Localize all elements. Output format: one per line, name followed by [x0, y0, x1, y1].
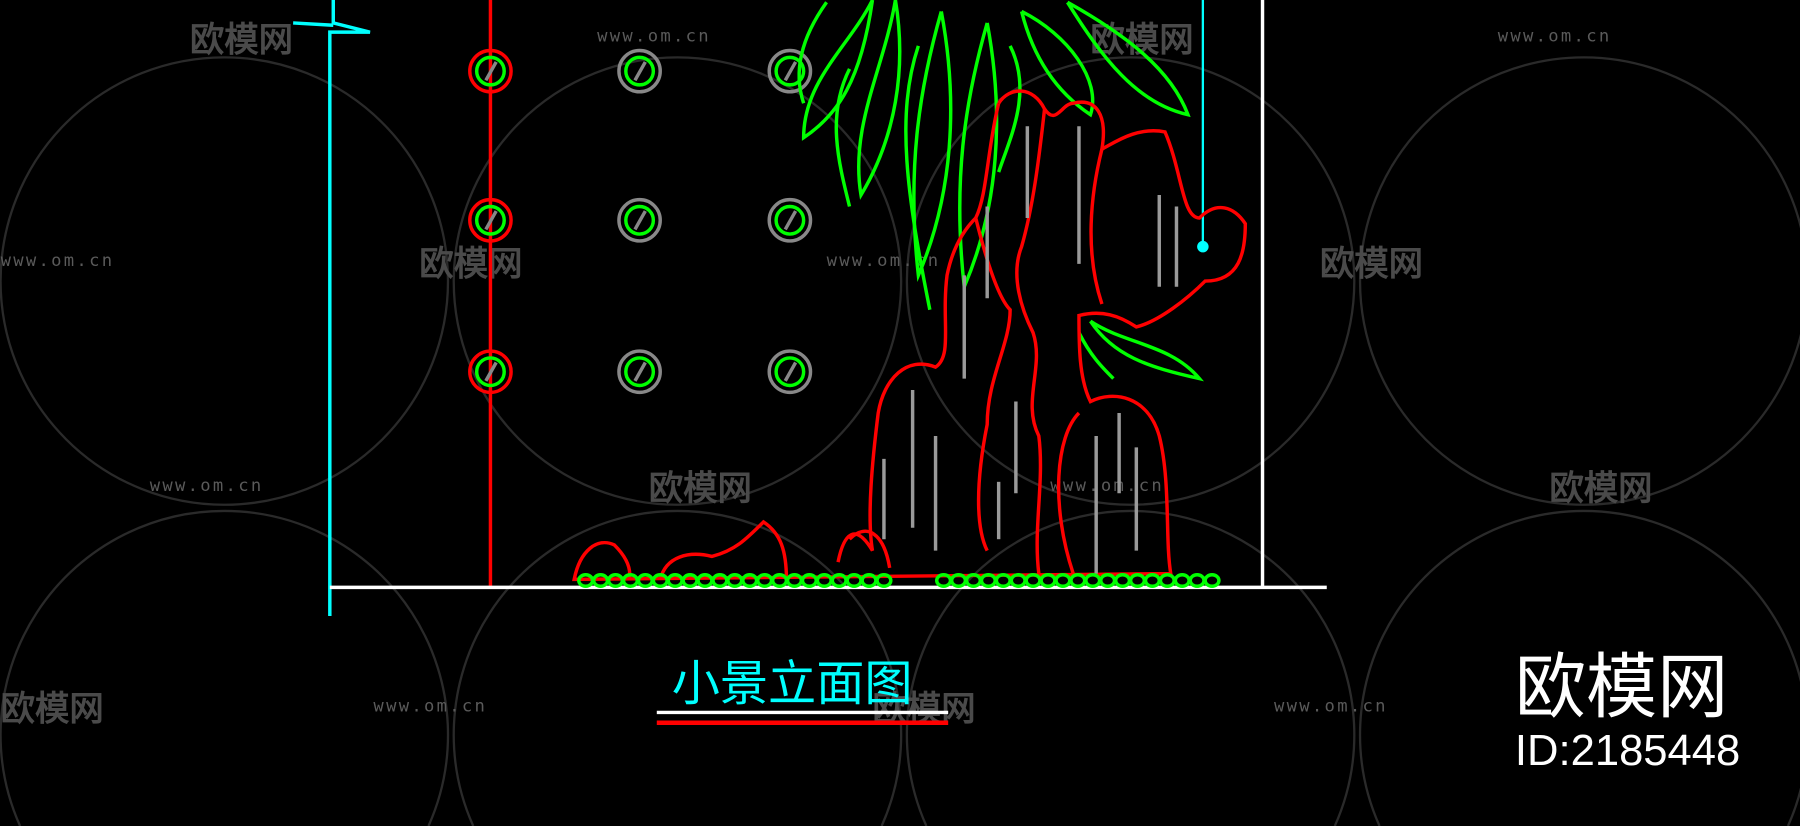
rock-texture — [882, 126, 1179, 574]
hole-mark — [633, 361, 647, 382]
hole-outer-ring — [468, 197, 513, 243]
hole-mark — [783, 210, 798, 231]
shrub — [1084, 573, 1102, 588]
wall-holes — [468, 48, 813, 395]
hole-inner-ring — [624, 204, 656, 236]
hole-inner-ring — [774, 356, 806, 388]
hole-inner-ring — [474, 356, 506, 388]
shrub — [636, 573, 654, 588]
plant-leaves — [797, 0, 1204, 382]
hole-inner-ring — [474, 204, 506, 236]
watermark-logo: 欧模网 — [419, 244, 522, 284]
shrub — [1173, 573, 1191, 588]
hole-outer-ring — [617, 349, 662, 395]
shrub — [1188, 573, 1206, 588]
shrub — [875, 573, 893, 588]
shrub — [1203, 573, 1221, 588]
hole-mark — [484, 61, 498, 82]
hole-mark — [783, 361, 798, 382]
hole-outer-ring — [468, 48, 513, 94]
watermark-site: www.om.cn — [1, 251, 115, 271]
watermark-texts: www.om.cn www.om.cn www.om.cn www.om.cn … — [1, 21, 1653, 730]
shrub — [1113, 573, 1132, 588]
brand-watermark: 欧模网 — [1515, 645, 1728, 728]
hole-mark — [484, 210, 498, 231]
watermark-arcs — [0, 56, 1800, 826]
watermark-logo: 欧模网 — [1, 689, 104, 729]
hole-inner-ring — [624, 356, 656, 388]
shrub — [1158, 573, 1176, 588]
watermark-logo: 欧模网 — [1320, 244, 1423, 284]
watermark-site: www.om.cn — [150, 476, 264, 496]
watermark-site: www.om.cn — [1274, 696, 1388, 716]
model-id: ID:2185448 — [1515, 727, 1740, 775]
shrub — [1128, 573, 1147, 588]
shrub — [666, 573, 684, 588]
hole-inner-ring — [474, 55, 506, 87]
shrub — [681, 573, 699, 588]
hole-inner-ring — [774, 55, 806, 87]
hole-outer-ring — [617, 48, 662, 94]
shrub — [1099, 573, 1117, 588]
drawing-title: 小景立面图 — [672, 656, 913, 712]
watermark-logo: 欧模网 — [1549, 469, 1652, 509]
watermark-site: www.om.cn — [827, 251, 941, 271]
shrub — [1054, 573, 1072, 588]
hole-inner-ring — [774, 204, 806, 236]
watermark-logo: 欧模网 — [649, 469, 752, 509]
ground-shrubs — [577, 573, 1221, 588]
rockery — [572, 89, 1248, 582]
hole-outer-ring — [767, 48, 813, 94]
shrub — [1143, 573, 1161, 588]
watermark-site: www.om.cn — [373, 696, 487, 716]
watermark-site: www.om.cn — [1050, 476, 1164, 496]
watermark-logo: 欧模网 — [190, 21, 293, 61]
hole-outer-ring — [767, 197, 813, 243]
hole-outer-ring — [468, 349, 513, 395]
watermark-site: www.om.cn — [597, 26, 711, 46]
watermark-site: www.om.cn — [1498, 26, 1612, 46]
frame-lines — [293, 0, 1327, 617]
hole-mark — [484, 361, 498, 382]
hole-mark — [633, 61, 647, 82]
hole-outer-ring — [767, 349, 813, 395]
hole-mark — [633, 210, 647, 231]
hole-mark — [783, 61, 798, 82]
hole-inner-ring — [624, 55, 656, 87]
hole-outer-ring — [617, 197, 662, 243]
shrub — [1069, 573, 1087, 588]
